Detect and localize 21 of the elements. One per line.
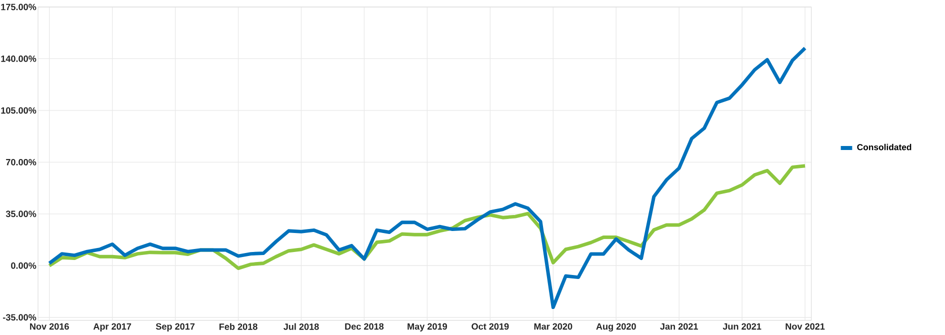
y-tick-label: 140.00% xyxy=(1,56,36,62)
x-tick-label: Jun 2021 xyxy=(722,323,762,330)
x-tick-label: Jan 2021 xyxy=(660,323,698,330)
x-tick-label: Nov 2016 xyxy=(30,323,69,330)
x-tick-label: Dec 2018 xyxy=(345,323,384,330)
y-tick-label: -35.00% xyxy=(3,314,36,321)
y-tick-label: 175.00% xyxy=(1,4,36,10)
legend-label: Consolidated xyxy=(857,144,912,150)
x-tick-label: Feb 2018 xyxy=(219,323,258,330)
x-tick-label: Jul 2018 xyxy=(284,323,319,330)
x-tick-label: Apr 2017 xyxy=(93,323,132,332)
x-tick-label: Aug 2020 xyxy=(596,323,636,332)
y-tick-label: 0.00% xyxy=(11,262,36,269)
x-tick-label: May 2019 xyxy=(408,323,448,332)
x-tick-label: Mar 2020 xyxy=(534,323,572,330)
y-tick-label: 105.00% xyxy=(1,107,36,114)
y-tick-label: 70.00% xyxy=(6,158,36,166)
x-tick-label: Oct 2019 xyxy=(472,323,509,330)
x-tick-label: Sep 2017 xyxy=(156,323,195,332)
y-tick-label: 35.00% xyxy=(6,210,36,218)
x-tick-label: Nov 2021 xyxy=(786,323,825,330)
